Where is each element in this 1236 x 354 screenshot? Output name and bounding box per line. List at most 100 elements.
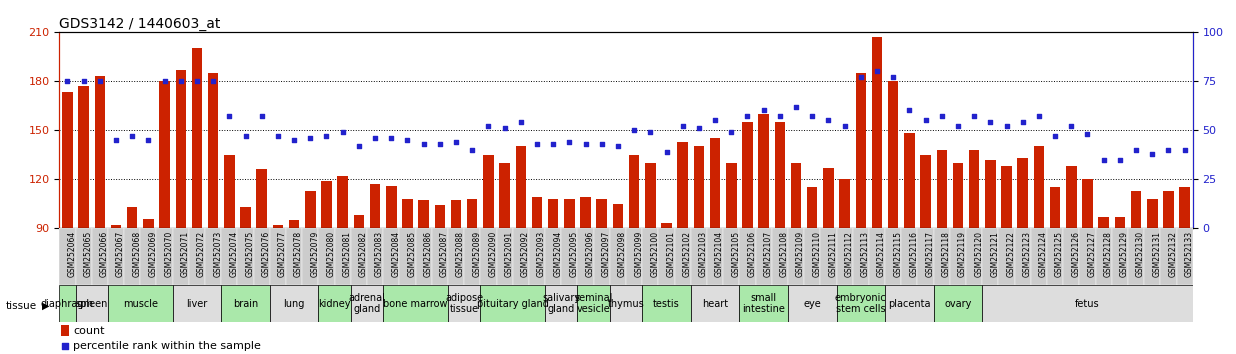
Text: GSM252070: GSM252070	[164, 231, 173, 278]
Bar	[967, 228, 983, 285]
Text: GSM252100: GSM252100	[650, 231, 659, 277]
Point	[608, 143, 628, 149]
Bar	[629, 155, 639, 228]
Text: GSM252064: GSM252064	[68, 231, 77, 278]
Point	[462, 147, 482, 153]
Text: GSM252119: GSM252119	[958, 231, 967, 277]
Bar	[1145, 228, 1161, 285]
Text: GSM252071: GSM252071	[180, 231, 190, 277]
Text: GSM252067: GSM252067	[116, 231, 125, 278]
Bar	[823, 168, 834, 228]
Bar	[1147, 199, 1158, 228]
Bar	[839, 179, 850, 228]
Text: GSM252074: GSM252074	[230, 231, 239, 278]
Bar	[1047, 228, 1063, 285]
Bar	[659, 228, 675, 285]
Text: GSM252080: GSM252080	[326, 231, 335, 277]
Bar	[545, 285, 577, 322]
Text: GSM252130: GSM252130	[1136, 231, 1145, 277]
Text: GSM252089: GSM252089	[472, 231, 481, 277]
Bar	[351, 228, 367, 285]
Bar	[75, 228, 91, 285]
Text: GSM252068: GSM252068	[132, 231, 141, 277]
Bar	[157, 228, 173, 285]
Bar	[205, 228, 221, 285]
Bar	[609, 285, 643, 322]
Bar	[141, 228, 157, 285]
Bar	[497, 228, 513, 285]
Text: GSM252117: GSM252117	[926, 231, 934, 277]
Point	[414, 141, 434, 147]
Text: GSM252076: GSM252076	[262, 231, 271, 278]
Bar	[759, 114, 769, 228]
Point	[203, 78, 222, 84]
Point	[220, 114, 240, 119]
Point	[544, 141, 564, 147]
Text: GSM252131: GSM252131	[1152, 231, 1162, 277]
Text: GSM252099: GSM252099	[634, 231, 643, 278]
Bar	[1001, 166, 1012, 228]
Text: GSM252111: GSM252111	[828, 231, 838, 277]
Bar	[531, 197, 543, 228]
Text: thymus: thymus	[608, 298, 644, 309]
Text: bone marrow: bone marrow	[383, 298, 447, 309]
Bar	[1099, 217, 1109, 228]
Text: muscle: muscle	[122, 298, 158, 309]
Bar	[871, 37, 883, 228]
Text: count: count	[73, 326, 105, 336]
Bar	[1015, 228, 1031, 285]
Bar	[529, 228, 545, 285]
Point	[1012, 119, 1032, 125]
Bar	[1115, 217, 1125, 228]
Bar	[59, 285, 75, 322]
Bar	[127, 207, 137, 228]
Bar	[742, 122, 753, 228]
Text: GSM252107: GSM252107	[764, 231, 772, 277]
Bar	[1112, 228, 1128, 285]
Text: GSM252098: GSM252098	[618, 231, 627, 277]
Bar	[499, 163, 510, 228]
Bar	[91, 228, 108, 285]
Bar	[62, 92, 73, 228]
Point	[1062, 123, 1082, 129]
Bar	[351, 285, 383, 322]
Text: GSM252091: GSM252091	[504, 231, 514, 277]
Text: ovary: ovary	[944, 298, 971, 309]
Bar	[447, 228, 465, 285]
Point	[980, 119, 1000, 125]
Text: GSM252116: GSM252116	[910, 231, 918, 277]
Text: GSM252072: GSM252072	[197, 231, 206, 277]
Bar	[321, 181, 331, 228]
Bar	[707, 228, 723, 285]
Bar	[675, 228, 691, 285]
Text: pituitary gland: pituitary gland	[477, 298, 549, 309]
Bar	[221, 285, 269, 322]
Bar	[1079, 228, 1095, 285]
Point	[382, 135, 402, 141]
Bar	[1161, 228, 1177, 285]
Bar	[1095, 228, 1112, 285]
Bar	[1179, 187, 1190, 228]
Text: tissue: tissue	[6, 301, 37, 311]
Bar	[593, 228, 609, 285]
Point	[1030, 114, 1049, 119]
Bar	[771, 228, 789, 285]
Text: GSM252082: GSM252082	[358, 231, 368, 277]
Text: GSM252112: GSM252112	[844, 231, 854, 277]
Bar	[221, 228, 237, 285]
Bar	[418, 200, 429, 228]
Bar	[1163, 191, 1174, 228]
Bar	[789, 285, 837, 322]
Bar	[481, 285, 545, 322]
Bar	[805, 228, 821, 285]
Bar	[853, 228, 869, 285]
Point	[592, 141, 612, 147]
Bar	[869, 228, 885, 285]
Bar	[597, 199, 607, 228]
Text: GSM252075: GSM252075	[246, 231, 255, 278]
Text: ▶: ▶	[42, 301, 49, 311]
Point	[706, 118, 726, 123]
Point	[834, 123, 854, 129]
Text: GSM252133: GSM252133	[1184, 231, 1194, 277]
Point	[1078, 131, 1098, 137]
